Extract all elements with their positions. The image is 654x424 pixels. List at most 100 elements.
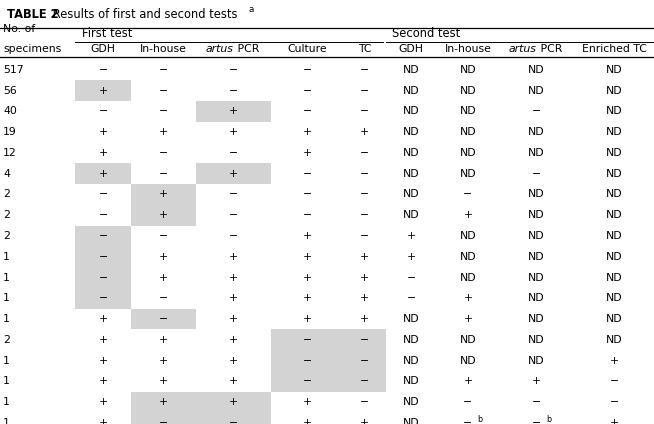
Bar xyxy=(131,413,196,424)
Text: ND: ND xyxy=(606,314,623,324)
Bar xyxy=(343,329,386,350)
Text: +: + xyxy=(464,314,472,324)
Bar xyxy=(196,413,271,424)
Text: TABLE 2: TABLE 2 xyxy=(7,8,58,21)
Text: 1: 1 xyxy=(3,397,10,407)
Text: +: + xyxy=(303,252,312,262)
Text: +: + xyxy=(159,356,168,365)
Text: Results of first and second tests: Results of first and second tests xyxy=(49,8,237,21)
Text: +: + xyxy=(360,314,369,324)
Text: ND: ND xyxy=(460,252,476,262)
Bar xyxy=(75,267,131,288)
Text: a: a xyxy=(249,5,254,14)
Text: +: + xyxy=(303,397,312,407)
Text: ND: ND xyxy=(606,169,623,179)
Text: ND: ND xyxy=(606,293,623,303)
Text: +: + xyxy=(99,314,107,324)
Text: +: + xyxy=(159,190,168,199)
Text: −: − xyxy=(159,106,168,116)
Text: ND: ND xyxy=(403,148,420,158)
Bar xyxy=(131,184,196,205)
Text: +: + xyxy=(159,377,168,386)
Text: +: + xyxy=(99,377,107,386)
Text: 56: 56 xyxy=(3,86,17,95)
Text: +: + xyxy=(159,335,168,345)
Text: ND: ND xyxy=(460,335,476,345)
Bar xyxy=(196,163,271,184)
Text: +: + xyxy=(159,210,168,220)
Text: +: + xyxy=(464,210,472,220)
Text: −: − xyxy=(407,293,416,303)
Text: ND: ND xyxy=(528,231,545,241)
Text: PCR: PCR xyxy=(536,44,562,54)
Text: ND: ND xyxy=(460,273,476,282)
Text: +: + xyxy=(99,169,107,179)
Text: 12: 12 xyxy=(3,148,17,158)
Text: −: − xyxy=(230,210,238,220)
Text: +: + xyxy=(464,377,472,386)
Text: ND: ND xyxy=(606,127,623,137)
Text: −: − xyxy=(230,86,238,95)
Text: −: − xyxy=(159,169,168,179)
Text: ND: ND xyxy=(528,210,545,220)
Text: +: + xyxy=(230,106,238,116)
Text: +: + xyxy=(230,252,238,262)
Text: +: + xyxy=(303,418,312,424)
Text: +: + xyxy=(99,397,107,407)
Bar xyxy=(75,246,131,267)
Text: ND: ND xyxy=(606,273,623,282)
Text: ND: ND xyxy=(528,65,545,75)
Text: −: − xyxy=(99,190,107,199)
Text: +: + xyxy=(230,293,238,303)
Text: specimens: specimens xyxy=(3,44,61,54)
Text: −: − xyxy=(230,148,238,158)
Text: ND: ND xyxy=(528,127,545,137)
Text: −: − xyxy=(610,377,619,386)
Bar xyxy=(75,80,131,101)
Text: −: − xyxy=(99,293,107,303)
Text: 1: 1 xyxy=(3,314,10,324)
Text: 1: 1 xyxy=(3,356,10,365)
Text: ND: ND xyxy=(528,314,545,324)
Text: −: − xyxy=(360,65,369,75)
Text: +: + xyxy=(159,397,168,407)
Text: In-house: In-house xyxy=(140,44,187,54)
Text: +: + xyxy=(360,127,369,137)
Text: −: − xyxy=(159,314,168,324)
Text: 2: 2 xyxy=(3,335,10,345)
Text: +: + xyxy=(159,127,168,137)
Text: +: + xyxy=(360,418,369,424)
Bar xyxy=(343,371,386,392)
Text: −: − xyxy=(532,169,541,179)
Text: +: + xyxy=(230,356,238,365)
Text: ND: ND xyxy=(403,314,420,324)
Text: −: − xyxy=(159,231,168,241)
Text: +: + xyxy=(610,418,619,424)
Text: −: − xyxy=(360,397,369,407)
Text: −: − xyxy=(303,65,312,75)
Text: 1: 1 xyxy=(3,293,10,303)
Text: +: + xyxy=(360,273,369,282)
Bar xyxy=(131,392,196,413)
Text: 517: 517 xyxy=(3,65,24,75)
Text: PCR: PCR xyxy=(234,44,259,54)
Text: +: + xyxy=(407,231,416,241)
Text: 2: 2 xyxy=(3,190,10,199)
Text: artus: artus xyxy=(205,44,233,54)
Text: −: − xyxy=(303,106,312,116)
Text: −: − xyxy=(230,65,238,75)
Text: ND: ND xyxy=(403,106,420,116)
Bar xyxy=(343,350,386,371)
Text: −: − xyxy=(360,231,369,241)
Text: ND: ND xyxy=(528,356,545,365)
Text: 1: 1 xyxy=(3,418,10,424)
Text: ND: ND xyxy=(606,86,623,95)
Text: ND: ND xyxy=(460,356,476,365)
Bar xyxy=(131,205,196,226)
Text: 1: 1 xyxy=(3,377,10,386)
Text: +: + xyxy=(99,356,107,365)
Text: +: + xyxy=(99,335,107,345)
Text: +: + xyxy=(230,377,238,386)
Text: +: + xyxy=(360,252,369,262)
Text: −: − xyxy=(303,377,312,386)
